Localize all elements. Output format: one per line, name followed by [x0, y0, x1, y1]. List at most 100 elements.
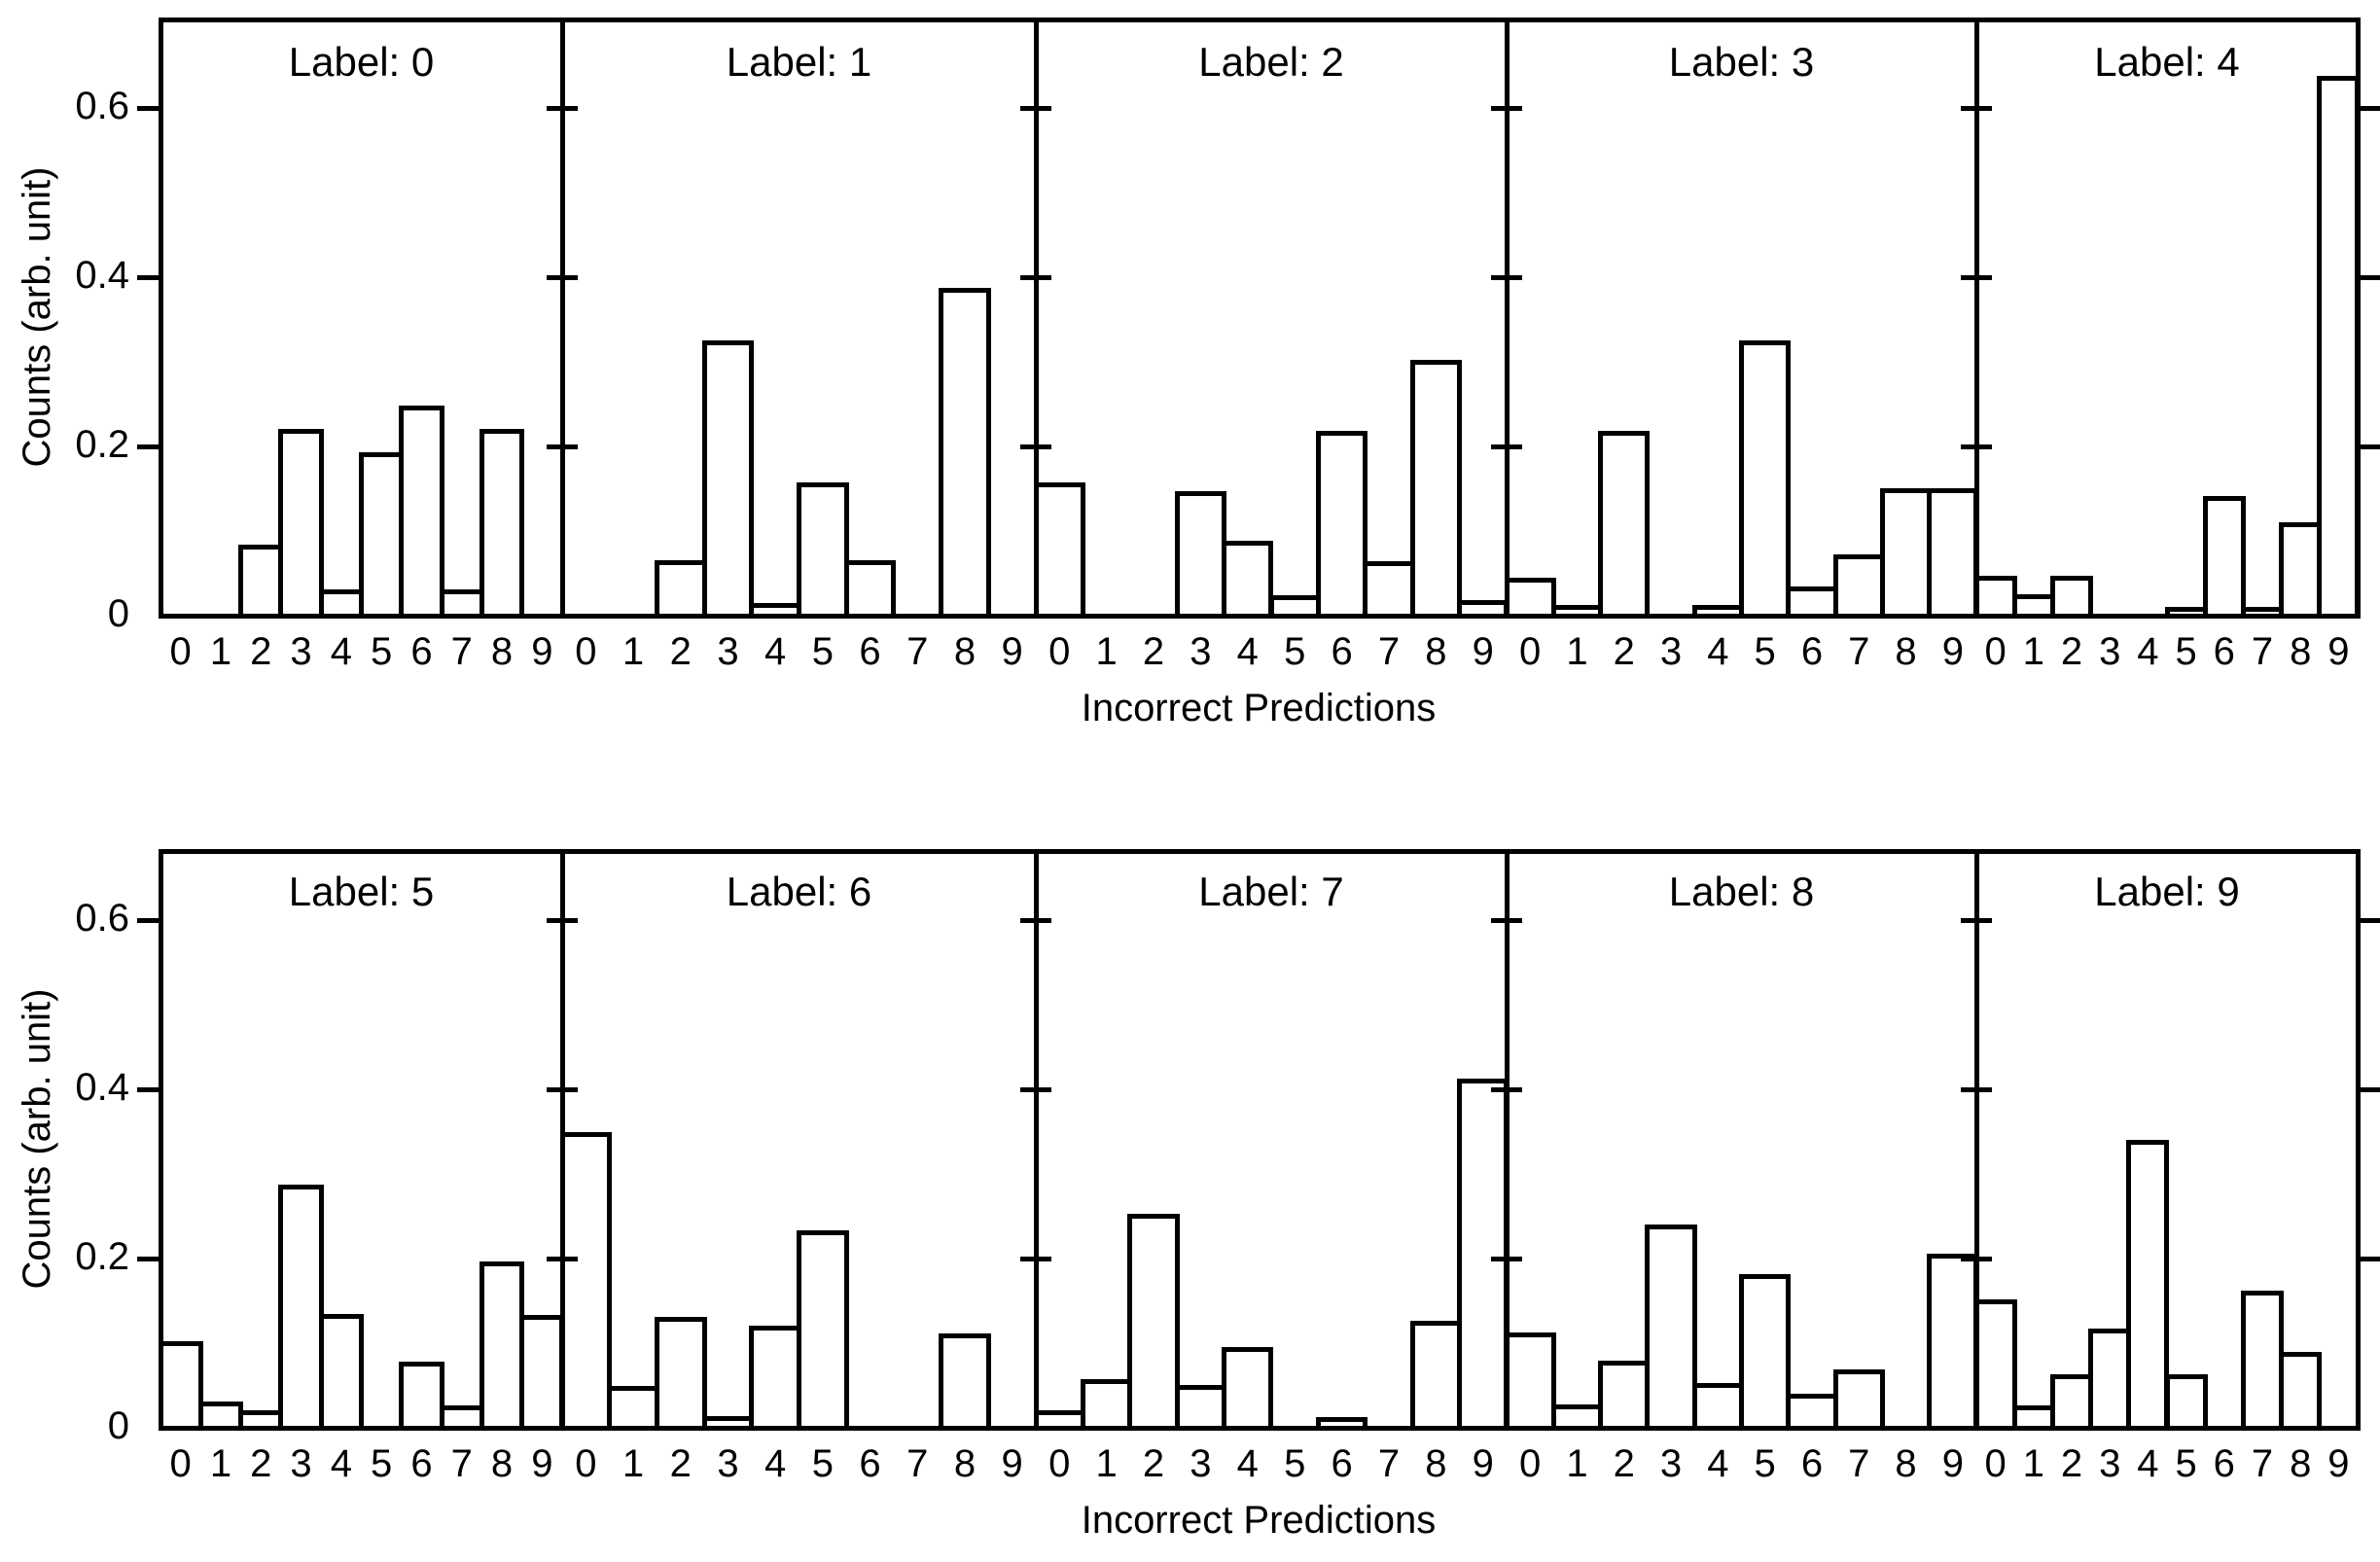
- x-tick-label: 1: [1095, 630, 1118, 673]
- x-tick-label: 3: [1190, 630, 1212, 673]
- y-tick-mark: [137, 917, 160, 923]
- panel-title-label-8: Label: 8: [1668, 869, 1815, 914]
- y-tick-mark: [1961, 917, 1992, 923]
- bar-label5-pred0: [158, 1340, 203, 1428]
- x-tick-label: 2: [2060, 630, 2083, 673]
- bar-label1-pred2: [654, 559, 707, 616]
- bar-label4-pred0: [1973, 576, 2017, 616]
- x-tick-label: 3: [1659, 1442, 1683, 1485]
- bar-label4-pred8: [2279, 521, 2323, 616]
- x-tick-label: 5: [1284, 630, 1306, 673]
- bar-label8-pred3: [1645, 1225, 1697, 1428]
- y-tick-mark: [547, 444, 578, 449]
- x-tick-label: 9: [2327, 630, 2350, 673]
- bar-label7-pred3: [1174, 1384, 1227, 1428]
- x-tick-label: 6: [1331, 630, 1353, 673]
- y-tick-mark: [1961, 105, 1992, 111]
- bar-label5-pred9: [519, 1315, 565, 1428]
- x-tick-label: 4: [1236, 1442, 1259, 1485]
- y-tick-mark: [2358, 444, 2380, 449]
- y-tick-mark: [1020, 1086, 1051, 1092]
- panel-spine: [1973, 17, 1979, 619]
- y-tick-mark: [547, 1086, 578, 1092]
- bar-label9-pred7: [2240, 1291, 2285, 1428]
- x-tick-label: 4: [2137, 630, 2159, 673]
- x-tick-label: 3: [717, 630, 739, 673]
- bar-label7-pred4: [1222, 1347, 1274, 1428]
- x-tick-label: 7: [1377, 630, 1401, 673]
- x-tick-label: 3: [2099, 630, 2121, 673]
- y-tick-label: 0: [107, 592, 129, 635]
- y-axis-title-top-row: Counts (arb. unit): [16, 166, 58, 468]
- x-tick-label: 1: [209, 630, 232, 673]
- x-tick-label: 4: [330, 630, 352, 673]
- x-tick-label: 5: [1284, 1442, 1306, 1485]
- bar-label3-pred6: [1786, 586, 1838, 616]
- bar-label9-pred8: [2279, 1351, 2323, 1428]
- x-tick-label: 7: [450, 630, 473, 673]
- panel-title-label-0: Label: 0: [288, 39, 435, 85]
- y-tick-label: 0.4: [75, 1066, 129, 1109]
- bar-label3-pred9: [1927, 487, 1979, 616]
- x-tick-label: 0: [1984, 630, 2007, 673]
- y-tick-mark: [1491, 1086, 1522, 1092]
- bar-label0-pred4: [318, 589, 364, 616]
- x-tick-label: 5: [371, 630, 393, 673]
- x-tick-label: 6: [859, 1442, 881, 1485]
- bar-label8-pred5: [1739, 1273, 1792, 1428]
- x-tick-label: 5: [371, 1442, 393, 1485]
- y-tick-mark: [1491, 444, 1522, 449]
- x-tick-label: 9: [1472, 1442, 1494, 1485]
- x-tick-label: 7: [1848, 1442, 1870, 1485]
- bar-label4-pred9: [2317, 76, 2361, 616]
- x-tick-label: 7: [450, 1442, 473, 1485]
- x-tick-label: 2: [669, 1442, 692, 1485]
- x-tick-label: 9: [1001, 630, 1023, 673]
- x-tick-label: 7: [1377, 1442, 1401, 1485]
- x-tick-label: 9: [1001, 1442, 1023, 1485]
- x-tick-label: 8: [953, 1442, 977, 1485]
- panel-spine: [559, 848, 565, 1431]
- bar-label3-pred0: [1504, 577, 1556, 616]
- bar-label9-pred5: [2164, 1374, 2208, 1428]
- bar-label7-pred9: [1457, 1078, 1510, 1428]
- x-tick-label: 3: [1659, 630, 1683, 673]
- bar-label9-pred2: [2049, 1374, 2094, 1428]
- bar-label9-pred3: [2088, 1329, 2132, 1428]
- x-tick-label: 0: [1048, 1442, 1071, 1485]
- bar-label8-pred0: [1504, 1331, 1556, 1428]
- bar-label7-pred6: [1315, 1416, 1368, 1428]
- x-tick-label: 2: [2060, 1442, 2083, 1485]
- y-tick-label: 0.6: [75, 897, 129, 940]
- y-tick-mark: [2358, 1256, 2380, 1261]
- bar-label2-pred8: [1409, 359, 1463, 616]
- x-tick-label: 4: [1707, 630, 1729, 673]
- bar-label5-pred3: [278, 1185, 324, 1428]
- bar-label9-pred1: [2011, 1404, 2055, 1428]
- panel-spine: [1504, 17, 1510, 619]
- x-tick-label: 1: [2022, 1442, 2044, 1485]
- y-tick-mark: [1020, 274, 1051, 280]
- bar-label1-pred6: [843, 559, 897, 616]
- x-tick-label: 7: [906, 630, 929, 673]
- bar-label5-pred8: [479, 1260, 525, 1428]
- x-tick-label: 1: [1566, 1442, 1588, 1485]
- y-tick-mark: [547, 274, 578, 280]
- bar-label5-pred4: [318, 1313, 364, 1428]
- panel-title-label-3: Label: 3: [1668, 39, 1815, 85]
- x-tick-label: 1: [209, 1442, 232, 1485]
- bar-label7-pred2: [1127, 1214, 1180, 1428]
- bar-label0-pred6: [399, 406, 444, 616]
- bar-label0-pred7: [439, 589, 484, 616]
- x-tick-label: 6: [1800, 1442, 1824, 1485]
- panel-title-label-9: Label: 9: [2094, 869, 2240, 914]
- bar-label7-pred1: [1080, 1378, 1133, 1428]
- y-tick-mark: [1020, 444, 1051, 449]
- x-tick-label: 6: [410, 1442, 433, 1485]
- bar-label3-pred2: [1598, 430, 1651, 616]
- bar-label1-pred8: [939, 287, 991, 616]
- panel-spine: [1504, 848, 1510, 1431]
- bar-label2-pred4: [1222, 540, 1274, 616]
- x-tick-label: 3: [1190, 1442, 1212, 1485]
